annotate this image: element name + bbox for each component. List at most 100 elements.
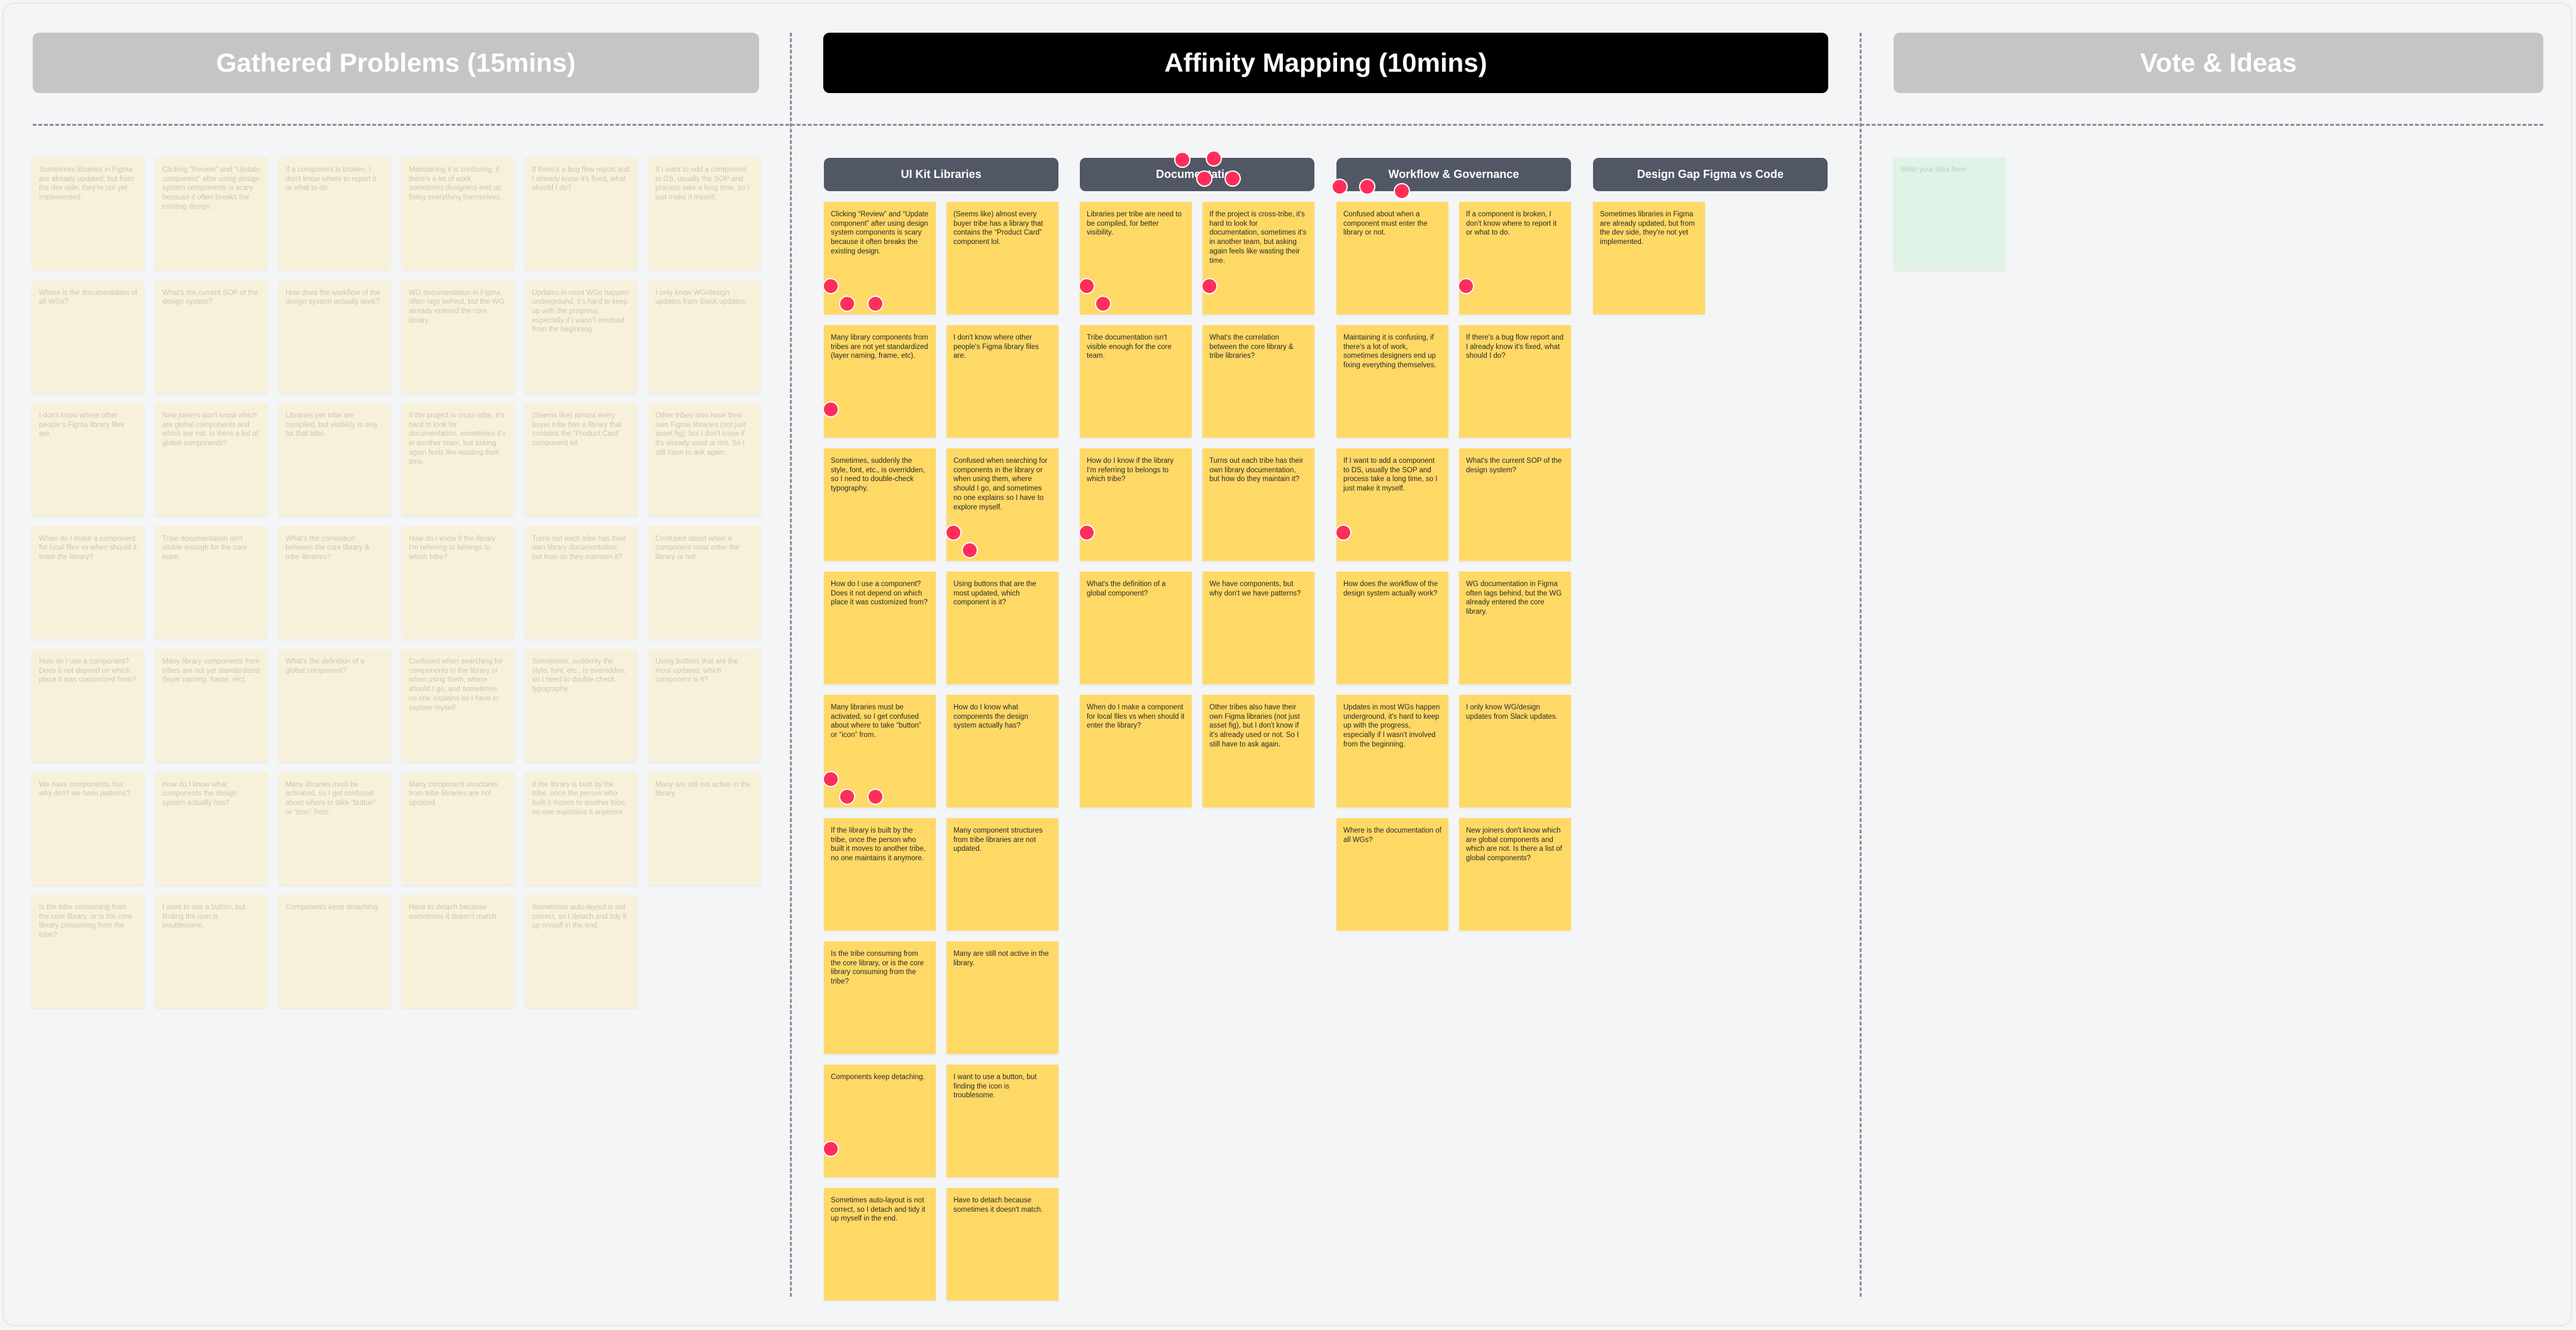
gathered-sticky-note[interactable]: I don't know where other people's Figma … [32,403,144,516]
gathered-sticky-note[interactable]: Where is the documentation of all WGs? [32,280,144,393]
vote-dot[interactable] [1196,170,1213,187]
gathered-sticky-note[interactable]: What's the correlation between the core … [279,526,391,639]
idea-sticky-note[interactable]: Write your Idea here [1894,157,2006,270]
sticky-note[interactable]: Components keep detaching. [824,1065,936,1177]
group-header[interactable]: Design Gap Figma vs Code [1593,158,1828,191]
gathered-sticky-note[interactable]: How does the workflow of the design syst… [279,280,391,393]
sticky-note[interactable]: Confused when searching for components i… [947,448,1058,561]
sticky-note[interactable]: I only know WG/design updates from Slack… [1459,695,1571,807]
sticky-note[interactable]: Clicking “Review” and “Update component”… [824,202,936,314]
sticky-note[interactable]: Turns out each tribe has their own libra… [1202,448,1314,561]
group-header[interactable]: Workflow & Governance [1336,158,1571,191]
gathered-sticky-note[interactable]: If the project is cross-tribe, it's hard… [402,403,514,516]
vote-dot[interactable] [1079,278,1095,294]
gathered-sticky-note[interactable]: Many are still not active in the library… [648,772,760,885]
gathered-sticky-note[interactable]: Many libraries must be activated, so I g… [279,772,391,885]
sticky-note[interactable]: Libraries per tribe are need to be compi… [1080,202,1192,314]
gathered-sticky-note[interactable]: Sometimes auto-layout is not correct, so… [525,895,637,1007]
sticky-note[interactable]: I want to use a button, but finding the … [947,1065,1058,1177]
sticky-note[interactable]: Have to detach because sometimes it does… [947,1188,1058,1300]
vote-dot[interactable] [1458,278,1474,294]
gathered-sticky-note[interactable]: Clicking “Review” and “Update component”… [155,157,267,270]
section-title-gathered-problems[interactable]: Gathered Problems (15mins) [33,33,759,93]
vote-dot[interactable] [1224,170,1241,187]
sticky-note[interactable]: Sometimes libraries in Figma are already… [1593,202,1705,314]
sticky-note[interactable]: Using buttons that are the most updated,… [947,572,1058,684]
gathered-sticky-note[interactable]: Turns out each tribe has their own libra… [525,526,637,639]
vote-dot[interactable] [1206,150,1222,167]
sticky-note[interactable]: If the project is cross-tribe, it's hard… [1202,202,1314,314]
sticky-note[interactable]: If a component is broken, I don't know w… [1459,202,1571,314]
sticky-note[interactable]: I don't know where other people's Figma … [947,325,1058,438]
gathered-sticky-note[interactable]: Confused when searching for components i… [402,649,514,762]
vote-dot[interactable] [1335,524,1352,541]
gathered-sticky-note[interactable]: If the library is built by the tribe, on… [525,772,637,885]
vote-dot[interactable] [1394,183,1410,199]
gathered-sticky-note[interactable]: Components keep detaching. [279,895,391,1007]
vote-dot[interactable] [1174,152,1191,168]
gathered-sticky-note[interactable]: Have to detach because sometimes it does… [402,895,514,1007]
sticky-note[interactable]: What's the correlation between the core … [1202,325,1314,438]
vote-dot[interactable] [867,296,884,312]
sticky-note[interactable]: How do I know what components the design… [947,695,1058,807]
sticky-note[interactable]: If I want to add a component to DS, usua… [1336,448,1448,561]
gathered-sticky-note[interactable]: Maintaining it is confusing, if there's … [402,157,514,270]
vote-dot[interactable] [823,401,839,418]
section-title-affinity-mapping[interactable]: Affinity Mapping (10mins) [823,33,1828,93]
sticky-note[interactable]: Many component structures from tribe lib… [947,818,1058,931]
section-title-vote-ideas[interactable]: Vote & Ideas [1894,33,2543,93]
sticky-note[interactable]: How does the workflow of the design syst… [1336,572,1448,684]
group-header[interactable]: UI Kit Libraries [824,158,1058,191]
vote-dot[interactable] [962,542,978,558]
vote-dot[interactable] [823,1141,839,1157]
vote-dot[interactable] [1095,296,1111,312]
sticky-note[interactable]: Where is the documentation of all WGs? [1336,818,1448,931]
gathered-sticky-note[interactable]: (Seems like) almost every buyer tribe ha… [525,403,637,516]
gathered-sticky-note[interactable]: If I want to add a component to DS, usua… [648,157,760,270]
sticky-note[interactable]: Tribe documentation isn't visible enough… [1080,325,1192,438]
gathered-sticky-note[interactable]: How do I use a component? Does it not de… [32,649,144,762]
sticky-note[interactable]: Confused about when a component must ent… [1336,202,1448,314]
gathered-sticky-note[interactable]: Using buttons that are the most updated,… [648,649,760,762]
vote-dot[interactable] [1079,524,1095,541]
sticky-note[interactable]: Many library components from tribes are … [824,325,936,438]
gathered-sticky-note[interactable]: When do I make a component for local fil… [32,526,144,639]
sticky-note[interactable]: What's the current SOP of the design sys… [1459,448,1571,561]
sticky-note[interactable]: (Seems like) almost every buyer tribe ha… [947,202,1058,314]
gathered-sticky-note[interactable]: We have components, but why don't we hav… [32,772,144,885]
gathered-sticky-note[interactable]: WG documentation in Figma often lags beh… [402,280,514,393]
sticky-note[interactable]: How do I know if the library I'm referri… [1080,448,1192,561]
vote-dot[interactable] [1359,179,1375,195]
vote-dot[interactable] [839,789,855,805]
sticky-note[interactable]: Is the tribe consuming from the core lib… [824,941,936,1054]
sticky-note[interactable]: When do I make a component for local fil… [1080,695,1192,807]
gathered-sticky-note[interactable]: If a component is broken, I don't know w… [279,157,391,270]
gathered-sticky-note[interactable]: Many library components from tribes are … [155,649,267,762]
sticky-note[interactable]: What's the definition of a global compon… [1080,572,1192,684]
gathered-sticky-note[interactable]: How do I know what components the design… [155,772,267,885]
gathered-sticky-note[interactable]: Tribe documentation isn't visible enough… [155,526,267,639]
gathered-sticky-note[interactable]: Sometimes, suddenly the style, font, etc… [525,649,637,762]
sticky-note[interactable]: Many libraries must be activated, so I g… [824,695,936,807]
sticky-note[interactable]: Sometimes auto-layout is not correct, so… [824,1188,936,1300]
vote-dot[interactable] [823,771,839,787]
gathered-sticky-note[interactable]: How do I know if the library I'm referri… [402,526,514,639]
gathered-sticky-note[interactable]: Is the tribe consuming from the core lib… [32,895,144,1007]
sticky-note[interactable]: Other tribes also have their own Figma l… [1202,695,1314,807]
sticky-note[interactable]: Many are still not active in the library… [947,941,1058,1054]
gathered-sticky-note[interactable]: What's the definition of a global compon… [279,649,391,762]
gathered-sticky-note[interactable]: Sometimes libraries in Figma are already… [32,157,144,270]
vote-dot[interactable] [1331,179,1348,195]
gathered-sticky-note[interactable]: Updates in most WGs happen underground, … [525,280,637,393]
gathered-sticky-note[interactable]: Confused about when a component must ent… [648,526,760,639]
sticky-note[interactable]: How do I use a component? Does it not de… [824,572,936,684]
gathered-sticky-note[interactable]: Many component structures from tribe lib… [402,772,514,885]
sticky-note[interactable]: Maintaining it is confusing, if there's … [1336,325,1448,438]
vote-dot[interactable] [823,278,839,294]
sticky-note[interactable]: Sometimes, suddenly the style, font, etc… [824,448,936,561]
gathered-sticky-note[interactable]: Other tribes also have their own Figma l… [648,403,760,516]
gathered-sticky-note[interactable]: I only know WG/design updates from Slack… [648,280,760,393]
vote-dot[interactable] [1201,278,1218,294]
gathered-sticky-note[interactable]: I want to use a button, but finding the … [155,895,267,1007]
sticky-note[interactable]: We have components, but why don't we hav… [1202,572,1314,684]
